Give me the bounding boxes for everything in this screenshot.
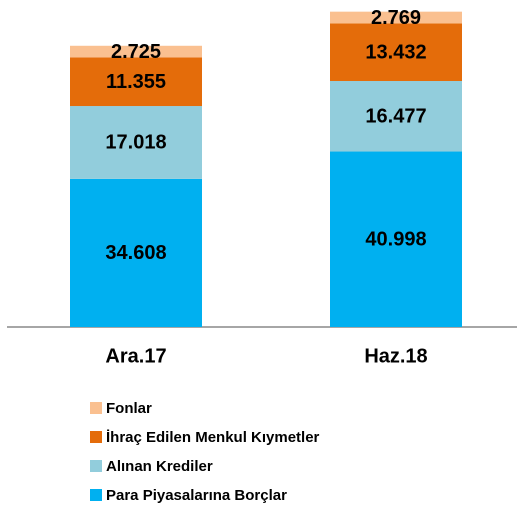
legend-swatch <box>90 460 102 472</box>
value-label: 11.355 <box>106 71 166 93</box>
bar-segment <box>330 11 462 24</box>
bar-segment <box>70 178 202 327</box>
bar-segment <box>330 23 462 82</box>
bar-segment <box>70 57 202 107</box>
value-label: 17.018 <box>105 132 166 154</box>
bar-segment <box>330 81 462 152</box>
bar-segment <box>330 151 462 327</box>
value-label: 34.608 <box>105 242 166 264</box>
value-label: 2.725 <box>111 41 161 63</box>
legend-swatch <box>90 431 102 443</box>
legend-swatch <box>90 402 102 414</box>
value-label: 13.432 <box>365 42 426 64</box>
bar-segment <box>70 45 202 58</box>
bar-segment <box>70 106 202 179</box>
category-label: Haz.18 <box>364 345 427 367</box>
legend-label: Para Piyasalarına Borçlar <box>106 487 287 504</box>
legend-label: Alınan Krediler <box>106 458 213 475</box>
legend-label: İhraç Edilen Menkul Kıymetler <box>106 429 320 446</box>
value-label: 16.477 <box>365 106 426 128</box>
legend-swatch <box>90 489 102 501</box>
value-label: 2.769 <box>371 7 421 29</box>
value-label: 40.998 <box>365 229 426 251</box>
legend-label: Fonlar <box>106 400 152 417</box>
category-label: Ara.17 <box>105 345 166 367</box>
